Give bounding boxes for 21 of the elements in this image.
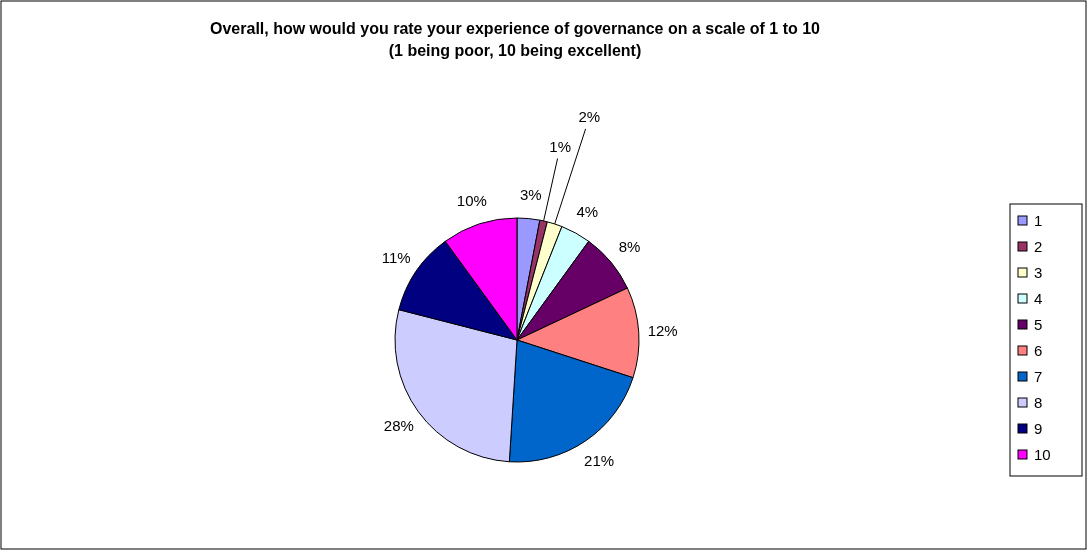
- data-label: 4%: [576, 203, 599, 221]
- legend-label: 1: [1034, 212, 1043, 229]
- data-label: 11%: [381, 248, 411, 266]
- legend-label: 3: [1034, 264, 1043, 281]
- legend-label: 10: [1034, 446, 1051, 463]
- data-label: 10%: [456, 192, 487, 210]
- data-label: 3%: [519, 185, 542, 203]
- data-label: 12%: [647, 321, 678, 339]
- legend-label: 4: [1034, 290, 1043, 307]
- legend-label: 8: [1034, 394, 1043, 411]
- legend-label: 5: [1034, 316, 1043, 333]
- data-label: 28%: [383, 416, 414, 434]
- legend-label: 6: [1034, 342, 1043, 359]
- data-label: 8%: [618, 237, 641, 255]
- data-label: 2%: [578, 108, 601, 126]
- legend-label: 2: [1034, 238, 1043, 255]
- chart-title: Overall, how would you rate your experience of governance on a scale of 1 to 10 (1 being poor, 10 being excellent): [210, 20, 821, 59]
- legend-label: 7: [1034, 368, 1043, 385]
- data-label: 21%: [584, 451, 615, 469]
- legend-label: 9: [1034, 420, 1043, 437]
- data-label: 1%: [549, 137, 572, 155]
